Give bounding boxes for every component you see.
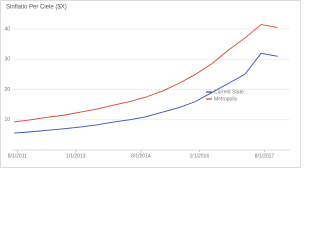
x-tick-label: 8/1/2014 [131,153,151,159]
chart-title: Sinflatio Per Ciele ($X) [6,5,67,11]
x-tick-label: 1/1/2016 [190,153,210,159]
frame [0,0,301,168]
y-tick-label: 20 [4,87,10,93]
y-tick-label: 30 [4,57,10,63]
series-line [14,24,278,123]
chart: Sinflatio Per Ciele ($X) 10 20 30 40 8/1/201… [0,0,301,168]
x-tick-label: 8/1/2017 [255,153,275,159]
legend-label: Metropolis [214,96,238,102]
legend-label: Current State [214,89,244,95]
x-tick-label: 8/1/2011 [8,153,27,159]
x-tick-label: 1/1/2013 [66,153,86,159]
y-tick-label: 40 [4,26,10,32]
y-tick-label: 10 [4,117,10,123]
series-line [14,52,278,134]
